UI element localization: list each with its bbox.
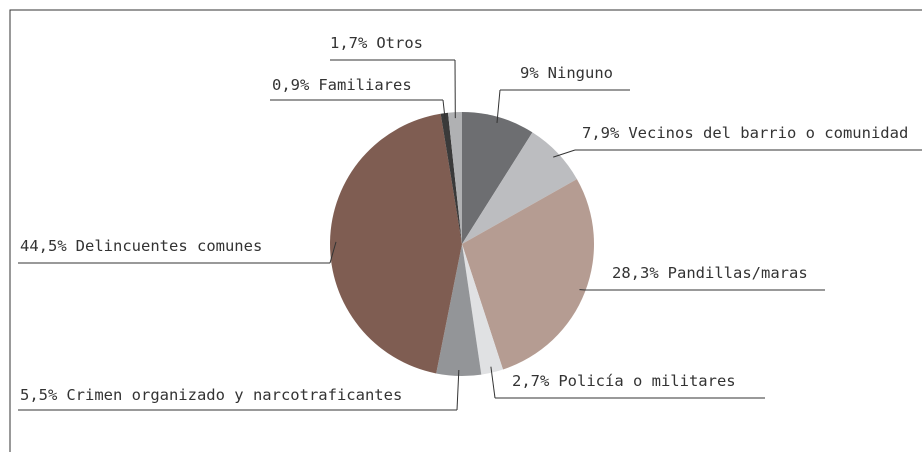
category-label: Crimen organizado y narcotraficantes xyxy=(66,386,402,404)
value-label: 1,7% xyxy=(330,34,368,52)
value-label: 0,9% xyxy=(272,76,310,94)
category-label: Vecinos del barrio o comunidad xyxy=(628,124,908,142)
value-label: 2,7% xyxy=(512,372,550,390)
pie-slice xyxy=(330,113,462,374)
pie-slice xyxy=(440,112,462,244)
leader-line xyxy=(329,241,337,264)
pie-slice xyxy=(447,112,462,244)
leader-line xyxy=(496,89,501,123)
slice-label: 0,9% Familiares xyxy=(272,76,412,94)
slice-label: 7,9% Vecinos del barrio o comunidad xyxy=(582,124,908,142)
category-label: Delincuentes comunes xyxy=(76,237,263,255)
leader-line xyxy=(553,149,576,158)
slice-label: 28,3% Pandillas/maras xyxy=(612,264,808,282)
pie-slice xyxy=(436,244,482,376)
pie-slice xyxy=(462,132,577,244)
leader-line xyxy=(442,99,446,120)
pie-slice xyxy=(462,179,594,370)
slice-label: 2,7% Policía o militares xyxy=(512,372,736,390)
value-label: 7,9% xyxy=(582,124,620,142)
pie-slice xyxy=(462,244,503,375)
frame xyxy=(9,9,922,452)
leader-line xyxy=(490,366,496,399)
slice-label: 5,5% Crimen organizado y narcotraficantes xyxy=(20,386,402,404)
leader-line xyxy=(456,369,460,411)
category-label: Pandillas/maras xyxy=(668,264,808,282)
value-label: 5,5% xyxy=(20,386,58,404)
slice-label: 9% Ninguno xyxy=(520,64,613,82)
value-label: 44,5% xyxy=(20,237,67,255)
value-label: 9% xyxy=(520,64,539,82)
value-label: 28,3% xyxy=(612,264,659,282)
category-label: Policía o militares xyxy=(558,372,735,390)
category-label: Familiares xyxy=(318,76,411,94)
slice-label: 1,7% Otros xyxy=(330,34,423,52)
slice-label: 44,5% Delincuentes comunes xyxy=(20,237,262,255)
pie-slice xyxy=(462,112,533,244)
category-label: Ninguno xyxy=(548,64,613,82)
category-label: Otros xyxy=(376,34,423,52)
